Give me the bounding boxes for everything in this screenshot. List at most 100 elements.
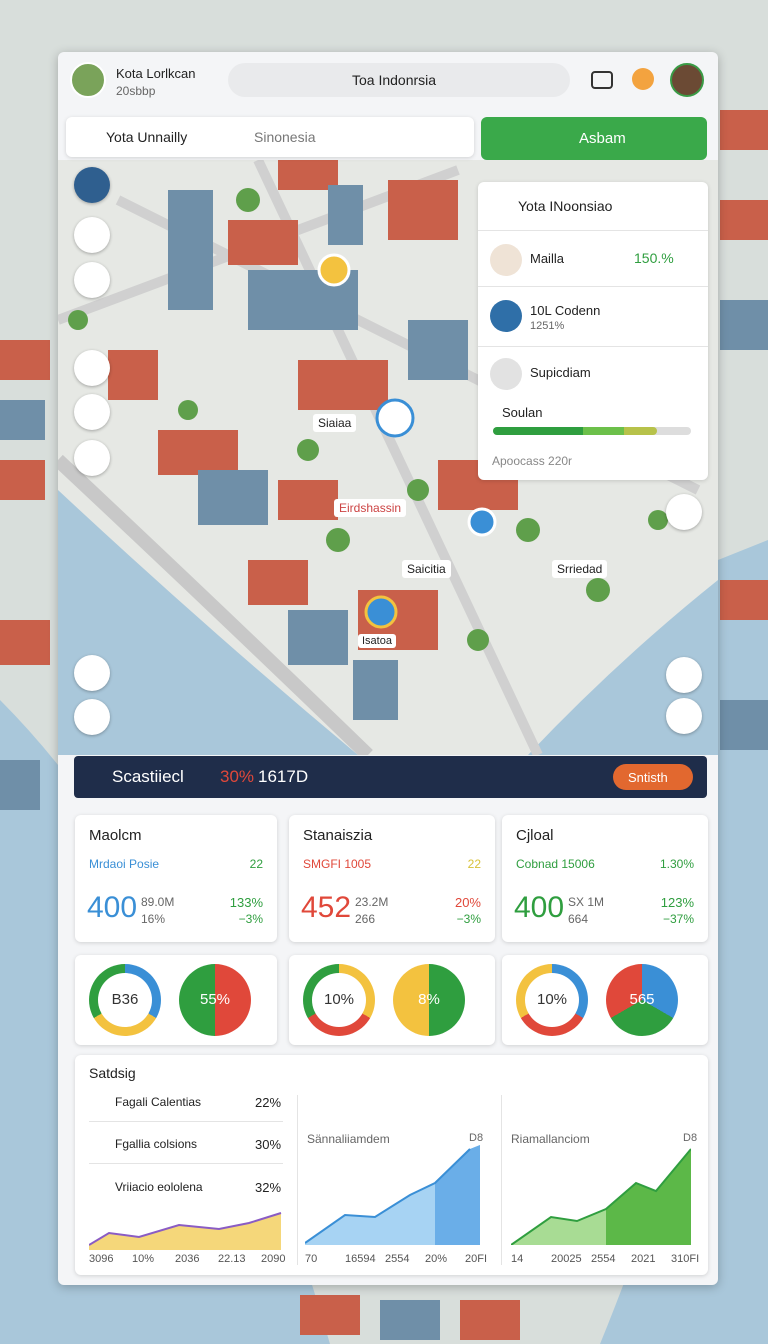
map-label: Srriedad (552, 560, 608, 578)
tool-button[interactable] (74, 440, 110, 476)
card-right: 133% (229, 895, 263, 910)
tool-button[interactable] (74, 655, 110, 691)
search-box[interactable]: Toa Indonrsia (228, 63, 570, 97)
area-chart (305, 1145, 480, 1245)
metric-card: Maolcm Mrdaoi Posie 22 400 89.0M 16% 133% −3% (75, 815, 277, 942)
card-sub: Mrdaoi Posie (89, 857, 160, 871)
axis-label: 2554 (591, 1253, 616, 1265)
donut-label: 8% (418, 991, 440, 1008)
metric-card: Cjloal Cobnad 15006 1.30% 400 SX 1M 664 123% −3… (502, 815, 708, 942)
axis-label: 20FI (465, 1253, 488, 1265)
stats-title: Satdsig (89, 1065, 136, 1081)
card-sub-value: 22 (249, 857, 263, 871)
avatar[interactable] (670, 63, 704, 97)
item-value: 150.% (634, 250, 674, 266)
app-subtitle: 20sbbp (116, 84, 156, 98)
divider (297, 1095, 298, 1265)
donut: 10% (516, 964, 588, 1036)
tool-button[interactable] (666, 698, 702, 734)
stats-panel: Satdsig Fagali Calentias 22% Fgallia col… (75, 1055, 708, 1275)
donut-card: B36 55% (75, 955, 277, 1045)
side-panel: Yota INoonsiao Mailla 150.% 10L Codenn 1… (478, 182, 708, 480)
card-sub: SMGFI 1005 (303, 857, 372, 871)
donut-label: 565 (629, 991, 655, 1008)
item-value: 1251% (530, 320, 565, 332)
tool-button[interactable] (74, 350, 110, 386)
card-sub-value: 1.30% (659, 857, 694, 871)
status-percent: 30% (220, 767, 255, 786)
tool-button[interactable] (666, 494, 702, 530)
tab[interactable]: Sinonesia (254, 129, 316, 145)
panel-title: Yota INoonsiao (518, 198, 613, 214)
list-value: 30% (255, 1137, 282, 1152)
donut: 10% (303, 964, 375, 1036)
list-label: Fgallia colsions (115, 1137, 198, 1151)
card-big: 400 (514, 891, 565, 924)
donut-card: 10% 8% (289, 955, 495, 1045)
card-mid: 266 (355, 912, 376, 926)
primary-button[interactable]: Asbam (481, 117, 707, 160)
area-chart (511, 1148, 691, 1245)
item-icon (490, 300, 522, 332)
tab[interactable]: Yota Unnailly (106, 129, 188, 145)
axis-label: 10% (132, 1253, 155, 1265)
donut-hole (98, 973, 152, 1027)
progress-caption: Apoocass 220r (492, 454, 573, 468)
axis-label: 16594 (345, 1253, 376, 1265)
tool-button[interactable] (74, 167, 110, 203)
status-title: Scastiiecl (112, 767, 184, 786)
axis-label: 20025 (551, 1253, 582, 1265)
button-label: Asbam (579, 130, 626, 147)
card-right: −3% (238, 912, 263, 926)
logo (70, 62, 106, 98)
donut-hole (525, 973, 579, 1027)
donut: B36 (89, 964, 161, 1036)
axis-label: 2036 (175, 1253, 200, 1265)
map-label: Isatoa (358, 634, 396, 648)
mini-chart (89, 1212, 282, 1250)
tool-button[interactable] (666, 657, 702, 693)
status-bar: Scastiiecl 30% 1617D Sntisth (74, 756, 707, 798)
tool-button[interactable] (74, 262, 110, 298)
axis-label: 3096 (89, 1253, 114, 1265)
axis-label: 14 (511, 1253, 524, 1265)
card-title: Stanaiszia (303, 827, 373, 844)
donut: 55% (179, 964, 251, 1036)
card-mid: 16% (141, 912, 166, 926)
card-mid: 664 (568, 912, 589, 926)
axis-label: 70 (305, 1253, 318, 1265)
divider (89, 1163, 283, 1164)
divider (478, 346, 708, 347)
progress-track (493, 427, 691, 435)
axis-label: 2554 (385, 1253, 410, 1265)
donut-label: 10% (536, 991, 568, 1008)
divider (478, 286, 708, 287)
card-mid: 89.0M (141, 895, 175, 909)
item-icon (490, 358, 522, 390)
donut-label: B36 (111, 991, 139, 1008)
tool-button[interactable] (74, 217, 110, 253)
tool-button[interactable] (74, 699, 110, 735)
list-value: 22% (255, 1095, 282, 1110)
axis-label: 2090 (261, 1253, 286, 1265)
item-label[interactable]: 10L Codenn (530, 303, 601, 318)
icon[interactable] (591, 71, 613, 89)
donut-hole (312, 973, 366, 1027)
card-title: Maolcm (89, 827, 142, 844)
status-button[interactable]: Sntisth (613, 764, 693, 790)
card-right: 20% (454, 895, 481, 910)
axis-label: 2021 (631, 1253, 656, 1265)
divider (501, 1095, 502, 1265)
card-title: Cjloal (516, 827, 554, 844)
tool-button[interactable] (74, 394, 110, 430)
item-label[interactable]: Mailla (530, 251, 564, 266)
tab-bar: Yota Unnailly Sinonesia (66, 117, 474, 157)
app-title: Kota Lorlkcan (116, 66, 196, 81)
search-text: Toa Indonrsia (352, 72, 437, 88)
icon[interactable] (632, 68, 654, 90)
item-label[interactable]: Supicdiam (530, 365, 591, 380)
axis-label: 20% (425, 1253, 448, 1265)
card-right: −3% (456, 912, 481, 926)
card-big: 452 (301, 891, 352, 924)
